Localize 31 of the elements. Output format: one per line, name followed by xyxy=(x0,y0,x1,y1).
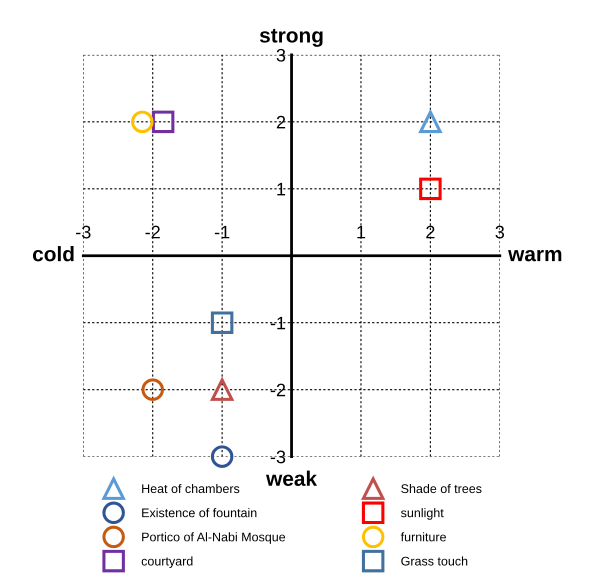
y-tick-label: -3 xyxy=(270,450,286,464)
legend-label: Portico of Al-Nabi Mosque xyxy=(142,532,286,544)
y-tick-label: 2 xyxy=(276,116,286,128)
point xyxy=(419,178,442,200)
legend-label: sunlight xyxy=(401,508,444,520)
legend-label: Grass touch xyxy=(401,556,468,566)
x-tick-label: 3 xyxy=(495,226,504,238)
x-tick-label: -1 xyxy=(214,226,230,238)
x-tick-label: -2 xyxy=(145,226,160,238)
y-tick-label: 3 xyxy=(276,48,286,62)
x-tick-label: 2 xyxy=(426,226,434,238)
legend-label: Shade of trees xyxy=(401,484,482,494)
y-tick-label: -1 xyxy=(270,316,286,330)
y-tick-label: 1 xyxy=(277,182,286,196)
point xyxy=(152,110,174,134)
point xyxy=(210,445,234,468)
legend-label: courtyard xyxy=(142,556,192,568)
point xyxy=(419,110,442,134)
text: warm xyxy=(508,250,562,262)
legend-label: Heat of chambers xyxy=(142,484,240,494)
point xyxy=(141,378,164,401)
legend-label: furniture xyxy=(400,532,446,542)
text: strong xyxy=(260,28,323,47)
point xyxy=(210,378,234,401)
text: weak xyxy=(266,470,318,486)
text: cold xyxy=(32,246,74,262)
legend-label: Existence of fountain xyxy=(142,508,256,518)
point xyxy=(210,311,234,334)
x-tick-label: -3 xyxy=(76,226,91,238)
y-tick-label: -2 xyxy=(270,384,286,396)
point xyxy=(131,110,154,134)
